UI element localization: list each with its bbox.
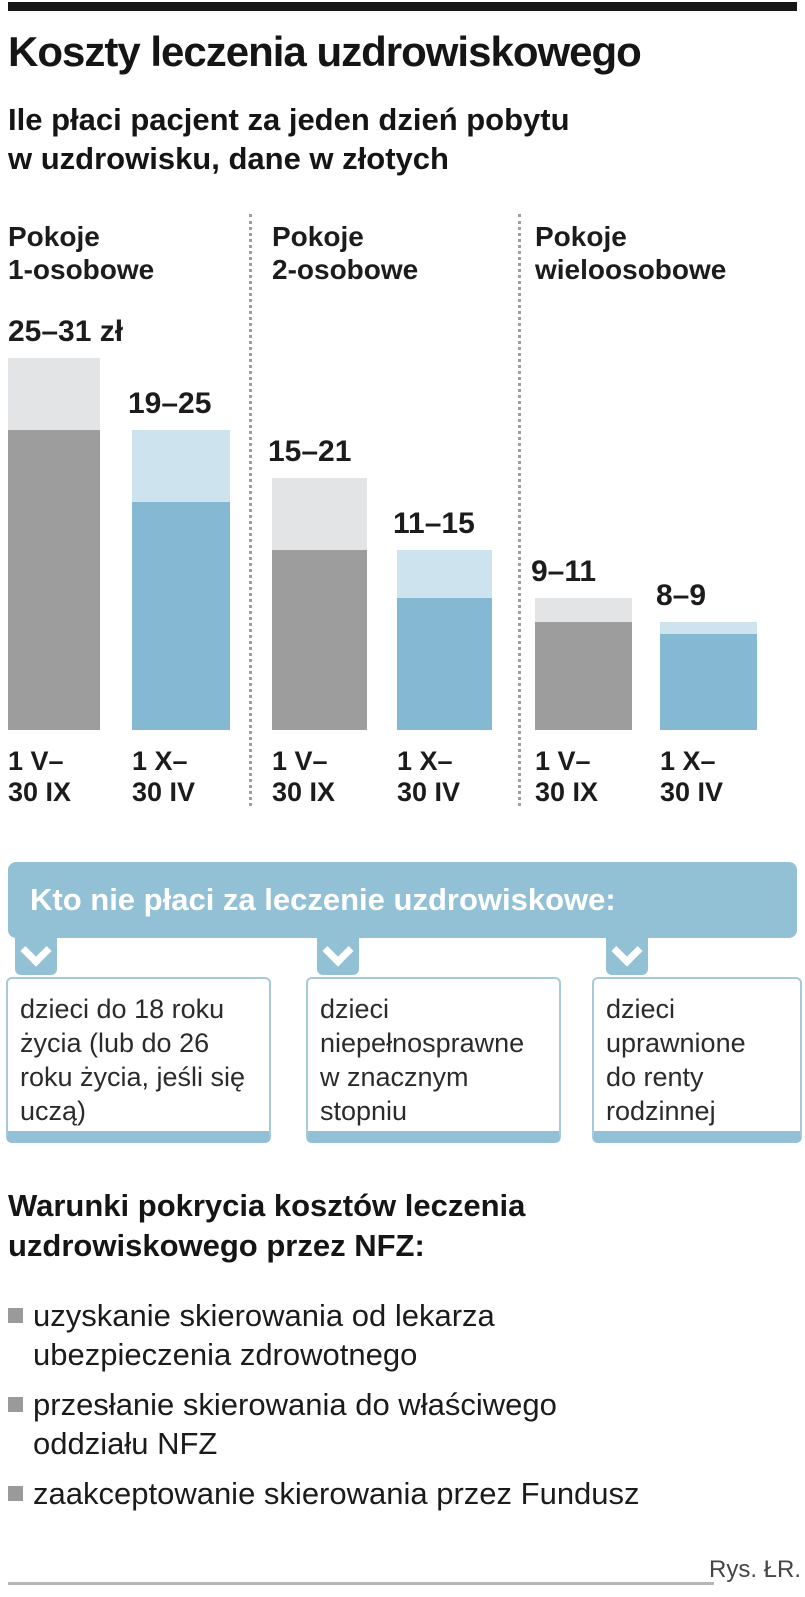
arrow-tab bbox=[317, 935, 359, 975]
credit-text: Rys. ŁR. bbox=[708, 1556, 801, 1583]
chevron-down-icon bbox=[611, 935, 643, 967]
bar-value-label: 9–11 bbox=[531, 555, 597, 588]
bar-value-label: 11–15 bbox=[393, 507, 475, 540]
page-subtitle: Ile płaci pacjent za jeden dzień pobytu … bbox=[8, 102, 570, 176]
bar-range-segment bbox=[397, 550, 492, 598]
bullet-square-icon bbox=[8, 1308, 23, 1323]
bar-range-segment bbox=[535, 598, 632, 622]
exemption-box: dzieci niepełnosprawne w znacznym stopni… bbox=[306, 977, 561, 1143]
footer-rule bbox=[8, 1582, 714, 1585]
bullet-square-icon bbox=[8, 1397, 23, 1412]
condition-item: uzyskanie skierowania od lekarza ubezpie… bbox=[8, 1296, 753, 1374]
exemptions-banner: Kto nie płaci za leczenie uzdrowiskowe: bbox=[8, 862, 797, 938]
exemption-box: dzieci do 18 roku życia (lub do 26 roku … bbox=[6, 977, 271, 1143]
bar bbox=[272, 478, 367, 730]
chevron-down-icon bbox=[322, 935, 354, 967]
bar-base-segment bbox=[397, 598, 492, 730]
condition-text: przesłanie skierowania do właściwego odd… bbox=[33, 1387, 557, 1461]
group-separator bbox=[518, 214, 521, 806]
bar-range-segment bbox=[132, 430, 230, 502]
condition-item: przesłanie skierowania do właściwego odd… bbox=[8, 1385, 753, 1463]
bar-value-label: 19–25 bbox=[128, 387, 212, 420]
bar-value-label: 8–9 bbox=[656, 579, 707, 612]
group-separator bbox=[249, 214, 252, 806]
bar-base-segment bbox=[8, 430, 100, 730]
bar-range-segment bbox=[272, 478, 367, 550]
group-header: Pokoje 1-osobowe bbox=[8, 221, 155, 285]
condition-text: zaakceptowanie skierowania przez Fundusz bbox=[33, 1476, 640, 1511]
bar-period-label: 1 V– 30 IX bbox=[535, 746, 599, 807]
bar bbox=[660, 622, 757, 730]
arrow-tab bbox=[606, 935, 648, 975]
bar-period-label: 1 X– 30 IV bbox=[397, 746, 461, 807]
bar bbox=[535, 598, 632, 730]
bar-base-segment bbox=[660, 634, 757, 730]
bar-range-segment bbox=[660, 622, 757, 634]
bar bbox=[397, 550, 492, 730]
condition-text: uzyskanie skierowania od lekarza ubezpie… bbox=[33, 1298, 495, 1372]
exemption-boxes: dzieci do 18 roku życia (lub do 26 roku … bbox=[0, 935, 805, 1148]
group-header: Pokoje wieloosobowe bbox=[535, 221, 727, 285]
bullet-square-icon bbox=[8, 1486, 23, 1501]
page-title: Koszty leczenia uzdrowiskowego bbox=[8, 28, 642, 75]
bar-period-label: 1 X– 30 IV bbox=[660, 746, 724, 807]
conditions-heading: Warunki pokrycia kosztów leczenia uzdrow… bbox=[8, 1188, 526, 1263]
bar bbox=[132, 430, 230, 730]
exemption-box: dzieci uprawnione do renty rodzinnej bbox=[592, 977, 802, 1143]
bar bbox=[8, 358, 100, 730]
bar-period-label: 1 V– 30 IX bbox=[272, 746, 336, 807]
top-rule bbox=[8, 2, 797, 11]
bar-base-segment bbox=[132, 502, 230, 730]
group-header: Pokoje 2-osobowe bbox=[272, 221, 419, 285]
bar-period-label: 1 V– 30 IX bbox=[8, 746, 72, 807]
bar-value-label: 15–21 bbox=[268, 435, 352, 468]
bar-value-label: 25–31 zł bbox=[8, 315, 124, 348]
bar-period-label: 1 X– 30 IV bbox=[132, 746, 196, 807]
condition-item: zaakceptowanie skierowania przez Fundusz bbox=[8, 1474, 753, 1513]
bar-chart: Pokoje 1-osobowe 25–31 zł 1 V– 30 IX 19–25 1… bbox=[0, 212, 805, 812]
bar-range-segment bbox=[8, 358, 100, 430]
bar-base-segment bbox=[272, 550, 367, 730]
conditions-list: uzyskanie skierowania od lekarza ubezpie… bbox=[8, 1296, 753, 1524]
arrow-tab bbox=[15, 935, 57, 975]
bar-base-segment bbox=[535, 622, 632, 730]
chevron-down-icon bbox=[20, 935, 52, 967]
